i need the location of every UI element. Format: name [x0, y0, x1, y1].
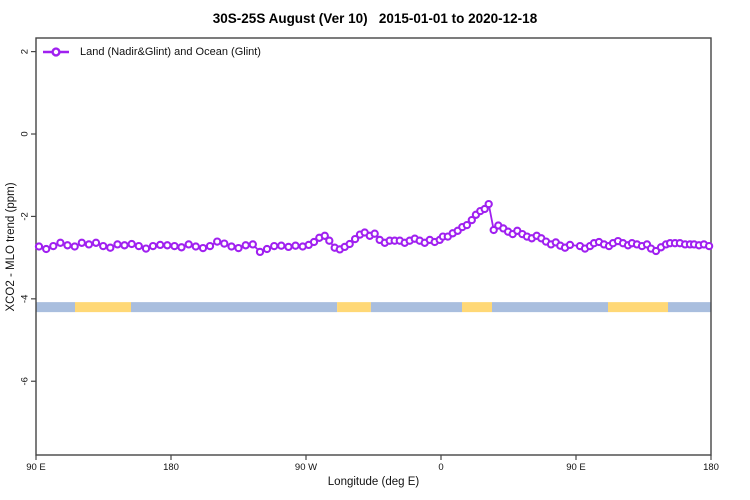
x-axis-tick-label: 90 W: [295, 462, 317, 473]
legend-circle-marker: [51, 47, 61, 57]
data-point: [350, 234, 360, 244]
data-point: [56, 238, 65, 247]
data-point: [34, 242, 44, 251]
data-point: [227, 242, 236, 251]
data-point: [205, 241, 215, 251]
x-axis-tick-label: 90 E: [26, 462, 46, 473]
data-point: [565, 240, 575, 250]
legend-series-marker-icon: [43, 47, 69, 57]
data-point: [63, 241, 72, 250]
data-point: [163, 241, 172, 250]
data-point: [106, 243, 115, 252]
data-point: [484, 199, 493, 209]
data-point: [370, 229, 379, 238]
data-point: [84, 240, 94, 249]
data-point: [77, 238, 86, 247]
data-point: [704, 241, 714, 251]
data-point: [489, 225, 498, 235]
data-point: [241, 241, 250, 250]
x-axis-tick-label: 180: [703, 462, 719, 473]
legend: Land (Nadir&Glint) and Ocean (Glint): [41, 46, 261, 58]
data-point: [170, 241, 179, 251]
data-point: [220, 239, 229, 248]
data-point: [325, 236, 334, 245]
data-point: [213, 237, 222, 246]
data-point: [262, 244, 272, 254]
data-point: [191, 242, 200, 251]
y-axis-tick-label: -6: [20, 377, 31, 385]
data-point: [320, 231, 329, 240]
data-point: [113, 240, 122, 249]
data-point: [49, 241, 58, 251]
chart-title: 30S-25S August (Ver 10) 2015-01-01 to 20…: [212, 11, 538, 26]
data-point: [156, 240, 165, 250]
data-point: [345, 239, 354, 249]
data-point: [177, 243, 186, 252]
x-axis-tick-label: 90 E: [566, 462, 586, 473]
y-axis-tick-label: 2: [19, 49, 30, 54]
x-axis-tick-label: 180: [163, 462, 179, 473]
data-point: [184, 240, 193, 249]
y-axis-tick-label: -2: [20, 212, 31, 220]
y-axis-tick-label: -4: [20, 295, 31, 303]
data-point: [148, 241, 158, 251]
y-axis-title: XCO2 - MLO trend (ppm): [5, 182, 17, 312]
x-axis-tick-label: 0: [438, 462, 443, 473]
data-point: [291, 241, 300, 250]
data-point: [309, 237, 319, 247]
legend-label: Land (Nadir&Glint) and Ocean (Glint): [80, 46, 261, 58]
data-point: [467, 215, 476, 225]
data-point: [198, 243, 208, 253]
data-point: [99, 241, 108, 251]
data-point: [234, 243, 243, 253]
x-axis-title: Longitude (deg E): [327, 476, 420, 488]
data-point: [42, 244, 51, 254]
data-point: [277, 241, 286, 250]
data-point: [462, 220, 472, 230]
y-axis-tick-label: 0: [20, 131, 31, 136]
data-point: [141, 244, 151, 253]
data-point: [91, 238, 101, 247]
data-point: [248, 240, 257, 249]
data-point: [70, 242, 79, 251]
data-point: [120, 241, 129, 250]
data-point: [255, 247, 265, 257]
data-point: [284, 242, 293, 252]
data-point: [127, 239, 136, 249]
data-point: [134, 241, 143, 251]
data-point: [270, 241, 279, 251]
data-point: [480, 204, 489, 214]
